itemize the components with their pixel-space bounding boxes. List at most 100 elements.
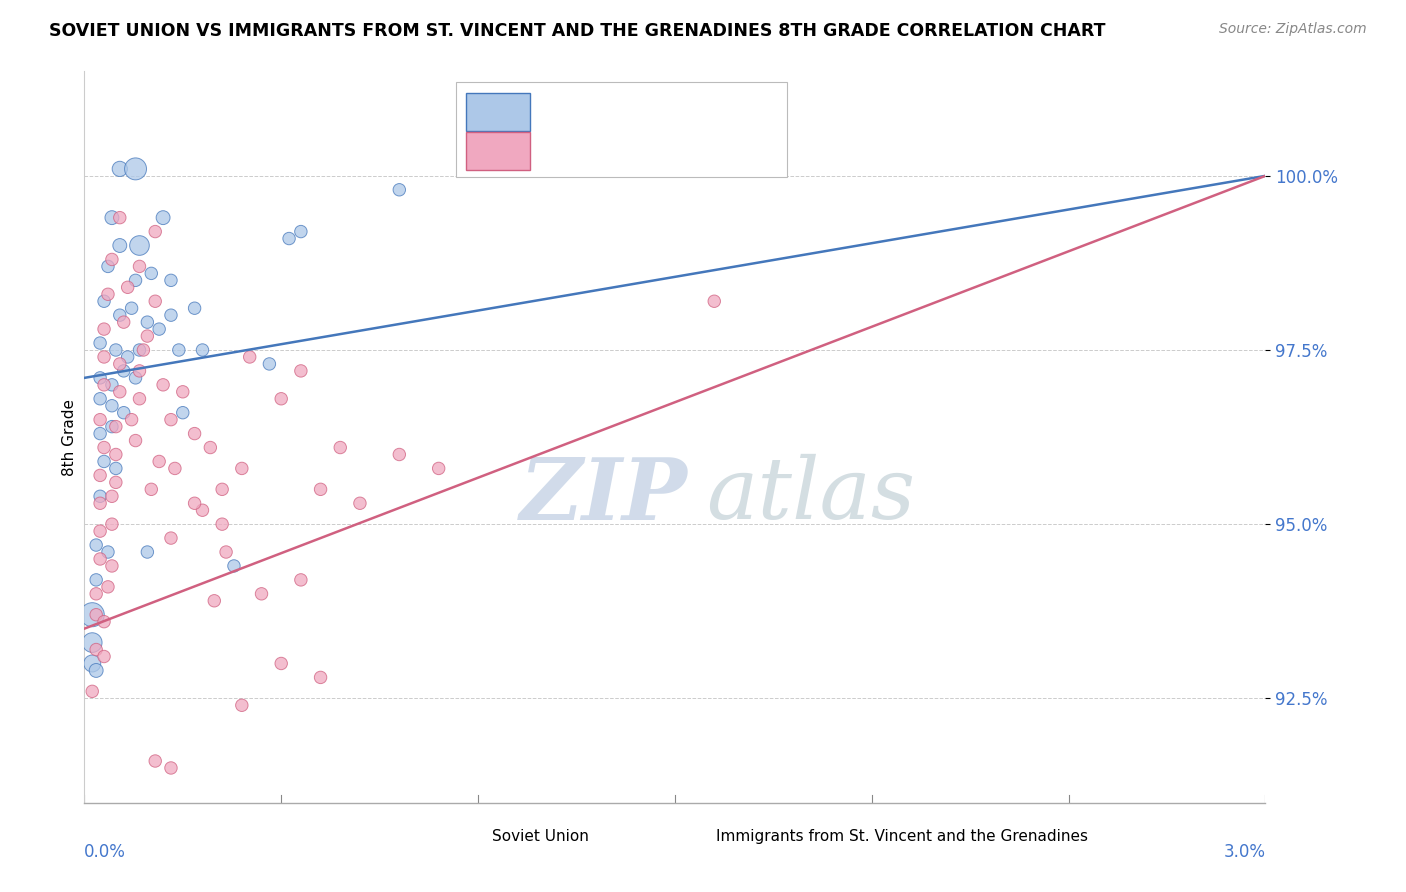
Text: 3.0%: 3.0% [1223, 843, 1265, 861]
Point [143, 225, 166, 239]
FancyBboxPatch shape [465, 94, 530, 131]
Y-axis label: 8th Grade: 8th Grade [62, 399, 77, 475]
Point [290, 225, 312, 239]
Point [200, 441, 222, 455]
Point [231, 698, 253, 713]
Text: ZIP: ZIP [520, 454, 688, 537]
Point [128, 392, 150, 406]
Point [93, 294, 115, 309]
Point [97, 545, 120, 559]
Point [309, 483, 332, 497]
Point [104, 419, 127, 434]
FancyBboxPatch shape [465, 132, 530, 170]
Point [270, 657, 292, 671]
Point [112, 315, 135, 329]
Point [101, 399, 124, 413]
Point [160, 273, 183, 287]
Text: Soviet Union: Soviet Union [492, 829, 589, 844]
Point [84, 587, 107, 601]
Point [160, 531, 183, 545]
Point [93, 649, 115, 664]
Point [108, 384, 131, 399]
Point [89, 392, 111, 406]
Point [191, 343, 214, 357]
Point [93, 441, 115, 455]
FancyBboxPatch shape [436, 823, 482, 849]
Point [93, 377, 115, 392]
Point [82, 607, 104, 622]
Point [160, 308, 183, 322]
Point [231, 461, 253, 475]
Point [290, 364, 312, 378]
Point [183, 301, 205, 316]
Point [329, 441, 352, 455]
Point [259, 357, 281, 371]
Point [141, 266, 163, 280]
Point [82, 635, 104, 649]
Point [148, 454, 170, 468]
Point [128, 343, 150, 357]
Point [112, 364, 135, 378]
Point [160, 412, 183, 426]
Point [239, 350, 262, 364]
Point [108, 238, 131, 252]
Point [93, 350, 115, 364]
Point [250, 587, 273, 601]
Point [152, 211, 174, 225]
Point [82, 684, 104, 698]
Point [128, 238, 150, 252]
Point [290, 573, 312, 587]
Point [163, 461, 186, 475]
Point [101, 377, 124, 392]
Point [388, 183, 411, 197]
Point [117, 350, 139, 364]
Point [211, 483, 233, 497]
Text: 0.0%: 0.0% [84, 843, 127, 861]
Point [89, 496, 111, 510]
Point [703, 294, 725, 309]
Point [136, 329, 159, 343]
Point [278, 231, 301, 245]
Text: atlas: atlas [706, 454, 915, 537]
Point [108, 211, 131, 225]
Point [427, 461, 450, 475]
Point [117, 280, 139, 294]
Text: Source: ZipAtlas.com: Source: ZipAtlas.com [1219, 22, 1367, 37]
Point [183, 426, 205, 441]
Point [84, 642, 107, 657]
Point [172, 384, 194, 399]
Point [93, 454, 115, 468]
Text: R = 0.397   N = 73: R = 0.397 N = 73 [546, 142, 738, 161]
Point [143, 294, 166, 309]
Point [101, 252, 124, 267]
Point [101, 419, 124, 434]
Point [97, 580, 120, 594]
Point [148, 322, 170, 336]
Point [101, 558, 124, 573]
Point [222, 558, 245, 573]
Point [89, 426, 111, 441]
Text: SOVIET UNION VS IMMIGRANTS FROM ST. VINCENT AND THE GRENADINES 8TH GRADE CORRELA: SOVIET UNION VS IMMIGRANTS FROM ST. VINC… [49, 22, 1105, 40]
Point [136, 545, 159, 559]
Point [309, 670, 332, 684]
Point [84, 664, 107, 678]
Point [108, 161, 131, 176]
Point [97, 287, 120, 301]
Point [215, 545, 238, 559]
Point [160, 761, 183, 775]
Point [128, 260, 150, 274]
Point [101, 211, 124, 225]
Point [89, 489, 111, 503]
Point [97, 260, 120, 274]
Point [108, 308, 131, 322]
Point [121, 301, 143, 316]
Point [349, 496, 371, 510]
Point [89, 552, 111, 566]
FancyBboxPatch shape [661, 823, 707, 849]
Point [124, 161, 146, 176]
Point [101, 489, 124, 503]
Point [167, 343, 190, 357]
Point [211, 517, 233, 532]
Point [141, 483, 163, 497]
Text: Immigrants from St. Vincent and the Grenadines: Immigrants from St. Vincent and the Gren… [716, 829, 1088, 844]
